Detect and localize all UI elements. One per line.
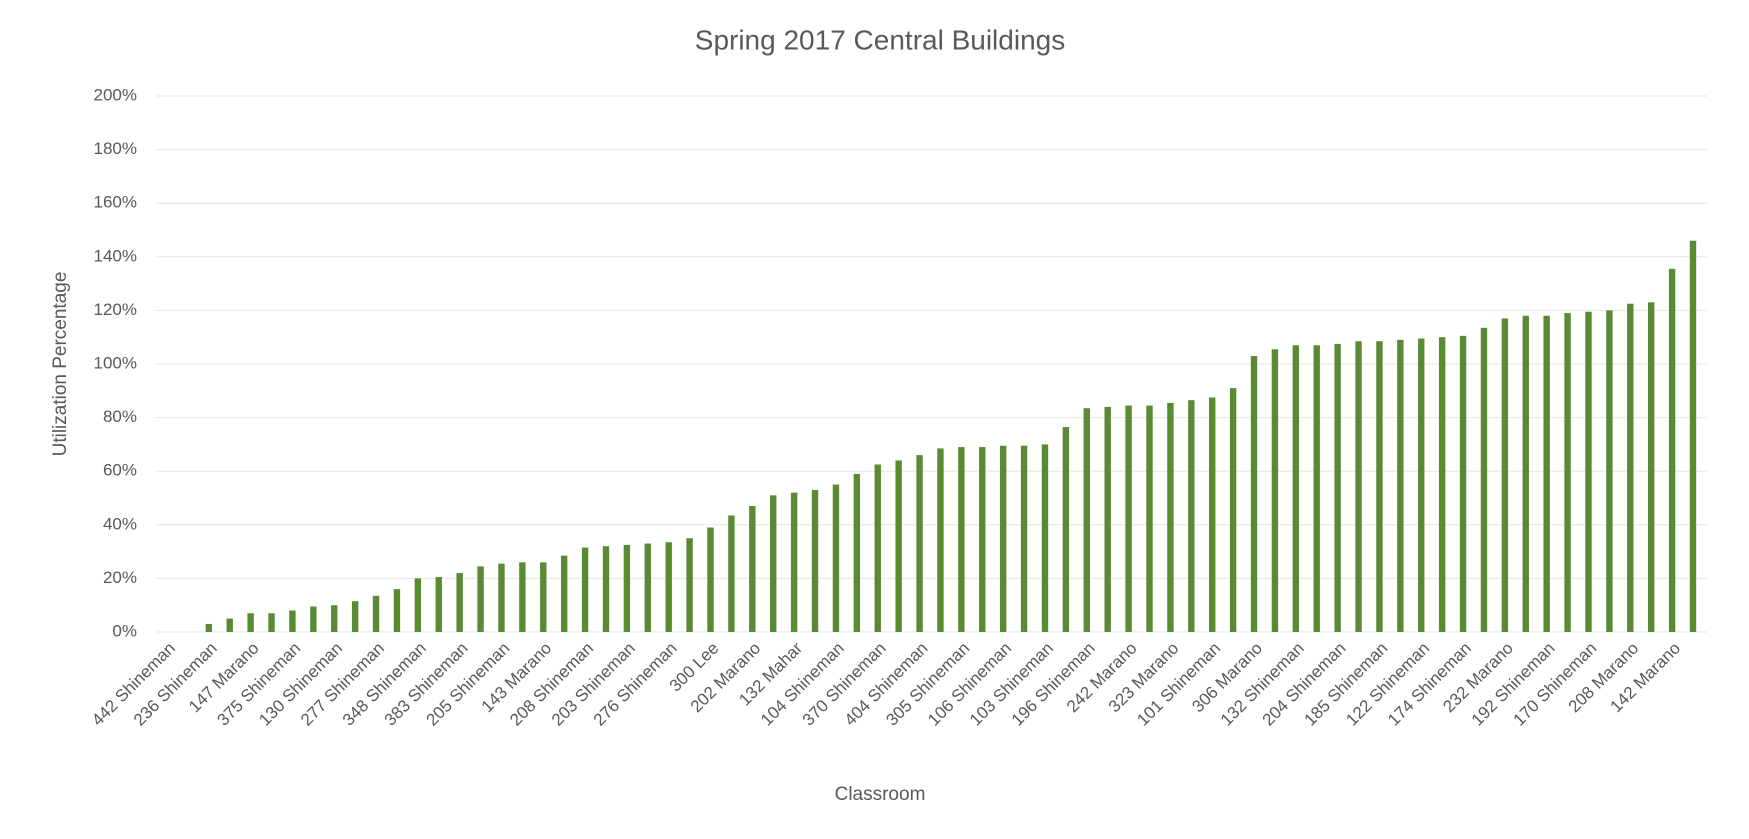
bar bbox=[581, 547, 589, 632]
bar bbox=[477, 566, 484, 632]
bar bbox=[1397, 339, 1404, 632]
bar bbox=[226, 618, 233, 632]
bar bbox=[728, 515, 735, 632]
bar bbox=[1668, 268, 1676, 632]
y-axis-title: Utilization Percentage bbox=[50, 272, 71, 457]
bar bbox=[205, 623, 213, 632]
x-axis-title: Classroom bbox=[835, 784, 926, 805]
bar bbox=[247, 613, 254, 632]
y-tick-label: 180% bbox=[94, 139, 137, 158]
bar bbox=[456, 573, 463, 632]
bar bbox=[1376, 341, 1383, 632]
y-tick-label: 160% bbox=[94, 193, 137, 212]
bar bbox=[1334, 343, 1341, 632]
bar bbox=[707, 527, 714, 632]
bar bbox=[602, 546, 610, 632]
bar bbox=[1271, 349, 1279, 632]
bar bbox=[979, 447, 986, 632]
bar bbox=[372, 595, 380, 632]
bar bbox=[1522, 315, 1529, 632]
bar bbox=[498, 563, 505, 632]
y-tick-label: 80% bbox=[103, 407, 137, 426]
bar bbox=[874, 464, 881, 632]
bar bbox=[519, 562, 526, 632]
bar bbox=[351, 601, 359, 632]
bar bbox=[958, 447, 965, 632]
bar bbox=[1418, 338, 1425, 632]
y-tick-label: 140% bbox=[94, 246, 137, 265]
bar bbox=[1209, 397, 1216, 632]
bar bbox=[540, 562, 547, 632]
y-tick-label: 20% bbox=[103, 568, 137, 587]
bar bbox=[268, 613, 275, 632]
bar bbox=[832, 484, 840, 632]
bar bbox=[1104, 406, 1111, 632]
bar bbox=[1313, 345, 1320, 632]
bar bbox=[999, 445, 1007, 632]
bar bbox=[1480, 327, 1488, 632]
bar bbox=[310, 606, 317, 632]
bar bbox=[644, 543, 651, 632]
chart-title: Spring 2017 Central Buildings bbox=[695, 24, 1065, 55]
bar bbox=[895, 460, 902, 632]
bar bbox=[1062, 426, 1070, 632]
bar bbox=[1627, 303, 1634, 632]
bar bbox=[916, 455, 923, 632]
bar bbox=[1606, 310, 1613, 632]
bar bbox=[1020, 445, 1028, 632]
bar bbox=[937, 448, 944, 632]
bar bbox=[811, 489, 819, 632]
y-tick-label: 60% bbox=[103, 461, 137, 480]
bar bbox=[331, 605, 338, 632]
y-tick-label: 40% bbox=[103, 514, 137, 533]
bar bbox=[1167, 402, 1174, 632]
y-tick-label: 100% bbox=[94, 353, 137, 372]
bar bbox=[1585, 311, 1592, 632]
bar bbox=[1564, 313, 1571, 632]
bar bbox=[686, 538, 693, 632]
bar bbox=[1501, 318, 1509, 632]
bar bbox=[1229, 388, 1237, 632]
bar bbox=[853, 473, 861, 632]
y-tick-label: 0% bbox=[112, 621, 137, 640]
bar bbox=[289, 610, 296, 632]
bar bbox=[414, 578, 422, 632]
bar bbox=[1083, 408, 1090, 632]
bar bbox=[1689, 240, 1697, 632]
y-tick-label: 200% bbox=[94, 85, 137, 104]
bar bbox=[1041, 444, 1049, 632]
bar bbox=[1292, 345, 1300, 632]
bar bbox=[1146, 405, 1153, 632]
bar bbox=[1125, 405, 1132, 632]
bar bbox=[1188, 400, 1195, 632]
bar bbox=[790, 492, 798, 632]
bar bbox=[665, 542, 672, 632]
bar bbox=[1543, 315, 1550, 632]
bar bbox=[560, 555, 568, 632]
bar bbox=[1250, 355, 1258, 632]
y-tick-label: 120% bbox=[94, 300, 137, 319]
bar bbox=[623, 544, 631, 632]
bar bbox=[435, 577, 442, 632]
bar bbox=[770, 495, 777, 632]
bar bbox=[1647, 302, 1655, 632]
bar bbox=[1438, 337, 1446, 632]
bar bbox=[393, 589, 401, 632]
bar bbox=[749, 506, 756, 632]
bar bbox=[1459, 335, 1467, 632]
bar bbox=[1355, 341, 1362, 632]
